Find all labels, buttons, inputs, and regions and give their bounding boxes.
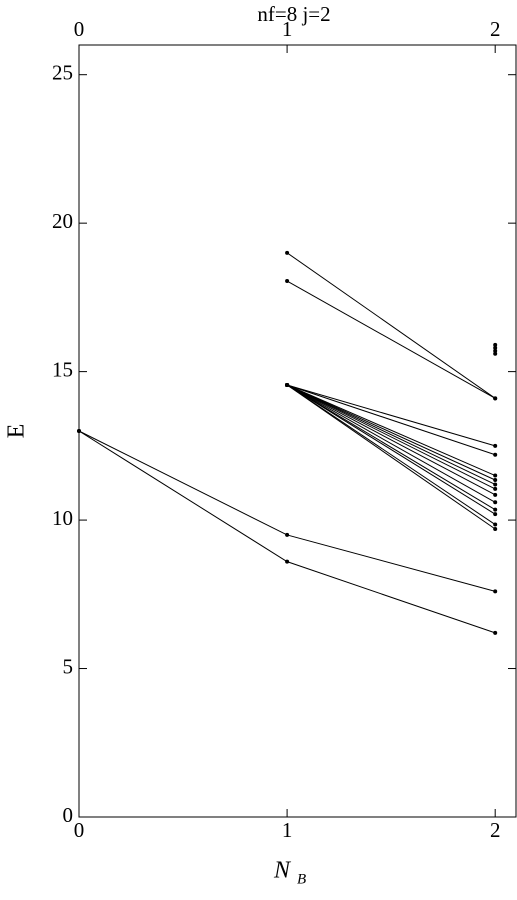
series-line [286,384,496,530]
y-tick-label: 20 [52,209,73,233]
x-tick-label: 2 [490,818,501,842]
y-tick-label: 0 [63,803,74,827]
data-point [493,452,498,457]
data-point [285,532,290,537]
series-line [286,384,496,490]
data-point [493,348,498,353]
data-point [285,250,290,255]
x-tick-label: 1 [282,818,293,842]
series-line [286,252,496,399]
plot-frame [78,44,517,818]
data-point [493,522,498,527]
y-tick-label: 25 [52,61,73,85]
series-line [286,384,496,511]
series-line [286,384,496,481]
data-point [493,589,498,594]
series-line [78,430,496,634]
data-point [493,507,498,512]
top-tick-label: 0 [74,17,85,41]
series-line [286,384,496,525]
series-line [286,384,496,447]
data-point [493,500,498,505]
x-axis-label-subscript: B [297,871,306,887]
y-tick-label: 10 [52,506,73,530]
series-line [286,384,496,515]
data-point [493,492,498,497]
series-line [286,384,496,496]
top-tick-label: 2 [490,17,501,41]
series-line [286,384,496,476]
x-axis-label: N [273,858,292,884]
data-point [493,443,498,448]
y-tick-label: 5 [63,654,74,678]
data-point [493,396,498,401]
data-point [493,482,498,487]
data-point [493,486,498,491]
data-point [493,512,498,517]
top-tick-label: 1 [282,17,293,41]
data-point [493,342,498,347]
data-point [493,477,498,482]
data-point [493,526,498,531]
data-point [285,382,290,387]
data-point [493,351,498,356]
series-line [286,384,496,485]
series-line [286,384,496,503]
y-tick-label: 15 [52,357,73,381]
data-point [285,279,290,284]
data-point [493,473,498,478]
data-point [493,630,498,635]
series-line [286,384,496,456]
series-line [286,280,496,399]
data-point [77,429,81,433]
y-axis-label: E [4,424,30,439]
x-tick-label: 0 [74,818,85,842]
chart-title: nf=8 j=2 [257,2,330,26]
data-point [285,559,290,564]
data-point [493,345,498,350]
